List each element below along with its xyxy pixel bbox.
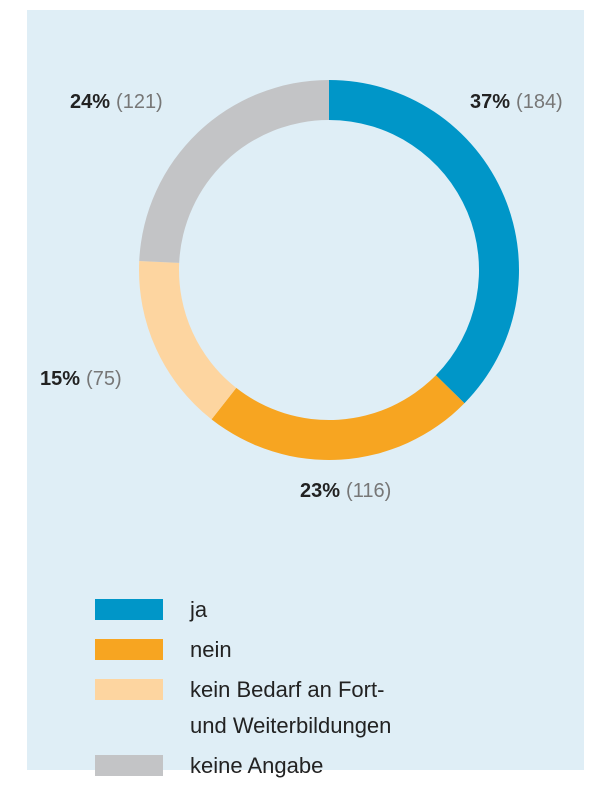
slice-percent: 37% <box>470 91 510 113</box>
legend-item: nein <box>95 632 425 668</box>
legend-swatch <box>95 755 163 776</box>
legend: ja nein kein Bedarf an Fort- und Weiterbil… <box>95 592 425 788</box>
legend-item: kein Bedarf an Fort- und Weiterbildungen <box>95 672 425 744</box>
slice-label: 37% (184) <box>470 91 563 113</box>
legend-item: keine Angabe <box>95 748 425 784</box>
legend-item: ja <box>95 592 425 628</box>
slice-percent: 15% <box>40 368 80 390</box>
legend-swatch <box>95 679 163 700</box>
slice-count: (121) <box>116 91 163 113</box>
slice-count: (116) <box>346 480 391 502</box>
legend-swatch <box>95 639 163 660</box>
donut-slice <box>211 375 465 461</box>
slice-label: 24% (121) <box>70 91 163 113</box>
slice-label: 15% (75) <box>40 368 122 390</box>
donut-slice <box>139 80 329 263</box>
legend-swatch <box>95 599 163 620</box>
donut-slice <box>329 80 519 404</box>
legend-label: ja <box>190 597 208 622</box>
slice-percent: 23% <box>300 480 340 502</box>
legend-label: nein <box>190 637 232 662</box>
legend-label: kein Bedarf an Fort- und Weiterbildungen <box>190 677 392 738</box>
slice-label: 23% (116) <box>300 480 391 502</box>
legend-label: keine Angabe <box>190 753 324 778</box>
slice-percent: 24% <box>70 91 110 113</box>
donut-slice <box>139 260 237 420</box>
slice-count: (75) <box>86 368 122 390</box>
slice-count: (184) <box>516 91 563 113</box>
